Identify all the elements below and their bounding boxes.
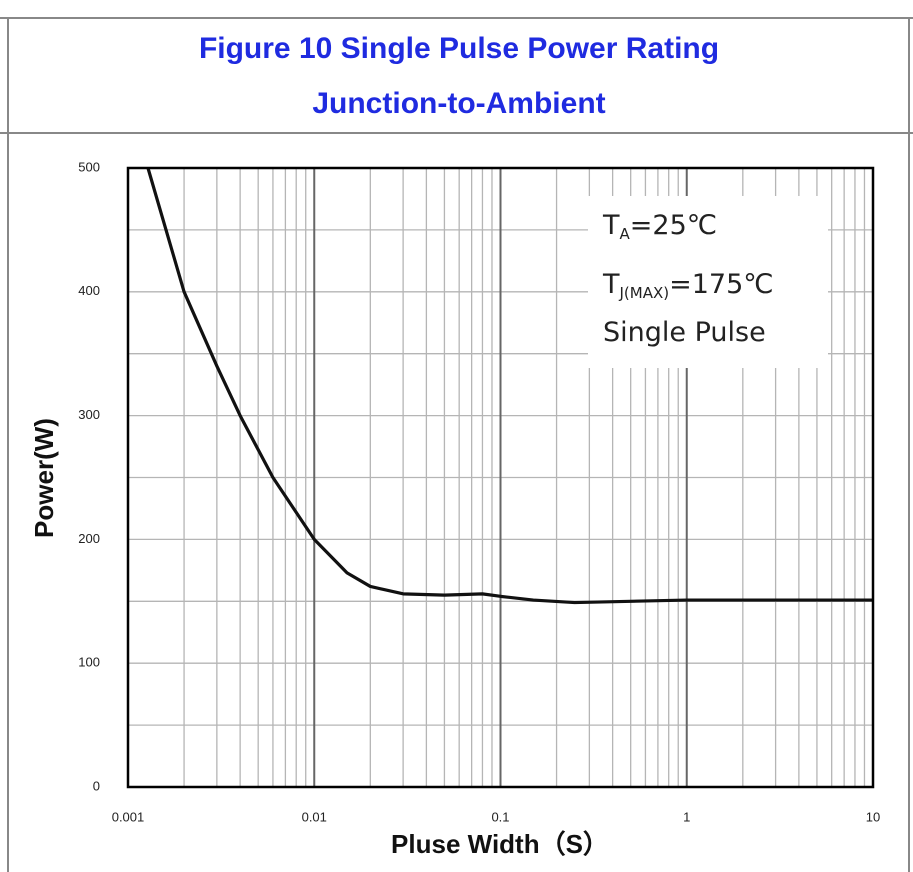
annotation-main: T xyxy=(602,210,620,241)
chart-title: Figure 10 Single Pulse Power Rating xyxy=(199,32,719,65)
plot-border xyxy=(126,166,875,789)
x-tick-label: 0.01 xyxy=(302,809,327,824)
line xyxy=(146,167,873,605)
x-tick-label: 0.001 xyxy=(112,809,145,824)
y-tick-label: 300 xyxy=(78,407,100,422)
annotation-box xyxy=(588,196,828,368)
annotation-main: Single Pulse xyxy=(603,317,766,348)
annotation-rest: =175℃ xyxy=(669,269,773,300)
annotation: TJ(MAX)=175℃ xyxy=(602,269,774,302)
x-axis-label: Pluse Width（S） xyxy=(391,829,609,859)
chart-subtitle: Junction-to-Ambient xyxy=(312,87,605,120)
y-tick-label: 100 xyxy=(78,655,100,670)
x-tick-label: 10 xyxy=(866,809,880,824)
x-tick-label: 0.1 xyxy=(491,809,509,824)
annotation-rest: =25℃ xyxy=(630,210,717,241)
annotation-main: T xyxy=(602,269,620,300)
y-tick-label: 500 xyxy=(78,159,100,174)
y-tick-label: 200 xyxy=(78,531,100,546)
y-tick-label: 0 xyxy=(93,778,100,793)
annotation-sub: A xyxy=(620,225,631,243)
y-tick-label: 400 xyxy=(78,283,100,298)
x-tick-label: 1 xyxy=(683,809,690,824)
annotation-sub: J(MAX) xyxy=(619,284,670,302)
annotation: TA=25℃ xyxy=(602,210,717,243)
y-axis-label: Power(W) xyxy=(29,418,59,538)
annotation: Single Pulse xyxy=(603,317,766,348)
